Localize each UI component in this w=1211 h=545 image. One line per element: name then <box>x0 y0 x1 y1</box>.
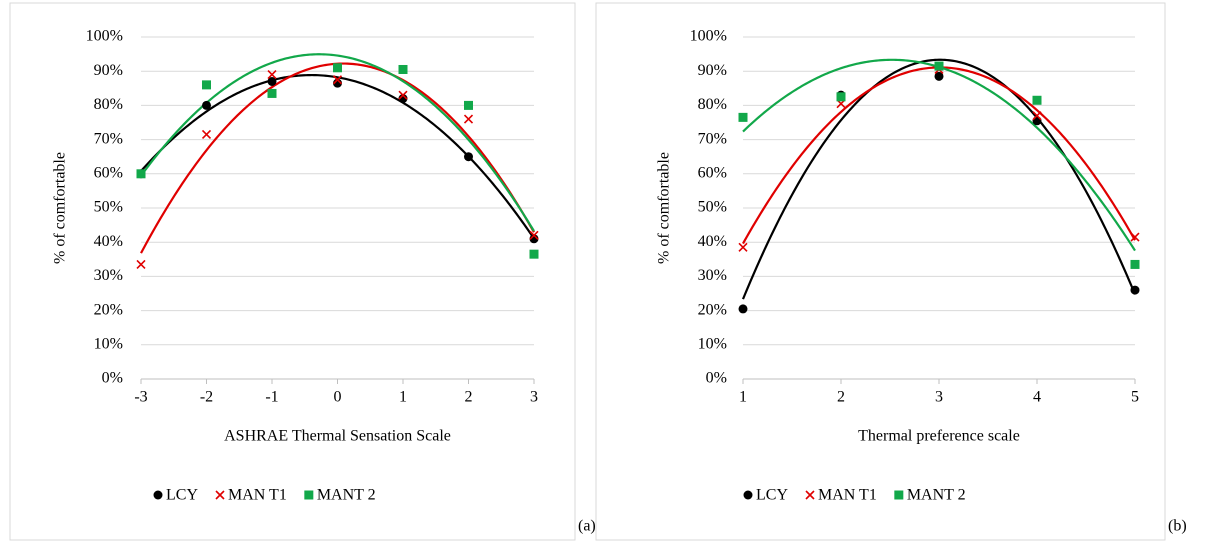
y-tick-label: 50% <box>94 199 123 216</box>
y-tick-label: 40% <box>698 233 727 250</box>
y-tick-label: 100% <box>86 28 123 45</box>
y-tick-label: 70% <box>698 130 727 147</box>
y-tick-label: 100% <box>690 28 727 45</box>
point <box>1130 259 1140 269</box>
legend-label: MANT 2 <box>317 487 376 504</box>
point <box>333 63 342 73</box>
y-tick-label: 60% <box>698 164 727 181</box>
chart-frame <box>595 2 1166 541</box>
point <box>738 112 748 122</box>
x-tick-label: 1 <box>739 389 747 406</box>
point <box>267 88 277 98</box>
chart-frame <box>9 2 576 541</box>
point <box>136 169 146 179</box>
y-tick-label: 90% <box>698 62 727 79</box>
x-tick-label: 3 <box>530 389 538 406</box>
legend-marker <box>304 490 314 500</box>
point <box>398 90 408 100</box>
point <box>1032 95 1042 105</box>
y-tick-label: 80% <box>94 96 123 113</box>
point <box>934 71 944 81</box>
panel-label: (b) <box>1168 518 1187 535</box>
legend-marker <box>153 490 163 500</box>
point <box>267 70 277 80</box>
x-tick-label: 4 <box>1033 389 1041 406</box>
point <box>836 92 846 102</box>
point <box>201 129 212 140</box>
y-tick-label: 20% <box>94 301 123 318</box>
legend-marker <box>894 490 904 500</box>
y-axis-title: % of comfortable <box>656 152 673 264</box>
y-tick-label: 60% <box>94 164 123 181</box>
trendline <box>741 58 1137 300</box>
legend-label: LCY <box>756 487 788 504</box>
trendline <box>742 66 1136 245</box>
point <box>202 100 211 110</box>
point <box>1130 285 1140 295</box>
x-tick-label: -3 <box>134 389 147 406</box>
x-axis-title: Thermal preference scale <box>858 428 1020 445</box>
point <box>1130 232 1140 242</box>
point <box>529 230 539 240</box>
x-tick-label: 0 <box>334 389 342 406</box>
y-tick-label: 80% <box>698 96 727 113</box>
legend-marker <box>805 490 815 500</box>
point <box>202 80 211 90</box>
trendline <box>140 73 535 240</box>
point <box>464 100 473 110</box>
x-tick-label: -2 <box>200 389 213 406</box>
y-tick-label: 10% <box>94 335 123 352</box>
legend-label: MANT 2 <box>907 487 966 504</box>
y-tick-label: 30% <box>698 267 727 284</box>
y-tick-label: 30% <box>94 267 123 284</box>
x-tick-label: -1 <box>265 389 278 406</box>
legend-label: MAN T1 <box>228 487 287 504</box>
point <box>738 304 748 314</box>
x-axis-title: ASHRAE Thermal Sensation Scale <box>224 428 451 445</box>
x-tick-label: 5 <box>1131 389 1139 406</box>
point <box>1032 111 1042 121</box>
y-tick-label: 0% <box>706 370 727 387</box>
point <box>464 152 473 162</box>
point <box>529 249 539 259</box>
point <box>332 75 343 85</box>
y-tick-label: 50% <box>698 199 727 216</box>
x-tick-label: 3 <box>935 389 943 406</box>
point <box>136 259 146 269</box>
point <box>398 64 408 74</box>
point <box>738 242 748 252</box>
point <box>267 76 277 86</box>
x-tick-label: 2 <box>465 389 473 406</box>
legend-label: MAN T1 <box>818 487 877 504</box>
panel-label: (a) <box>578 518 596 535</box>
x-tick-label: 2 <box>837 389 845 406</box>
y-tick-label: 90% <box>94 62 123 79</box>
y-tick-label: 0% <box>102 370 123 387</box>
legend-marker <box>743 490 753 500</box>
point <box>463 114 474 124</box>
y-axis-title: % of comfortable <box>52 152 69 264</box>
legend-label: LCY <box>166 487 198 504</box>
point <box>934 61 944 71</box>
trendline <box>140 62 535 254</box>
x-tick-label: 1 <box>399 389 407 406</box>
point <box>1032 116 1042 126</box>
y-tick-label: 10% <box>698 335 727 352</box>
y-tick-label: 40% <box>94 233 123 250</box>
y-tick-label: 20% <box>698 301 727 318</box>
y-tick-label: 70% <box>94 130 123 147</box>
legend-marker <box>215 490 225 500</box>
